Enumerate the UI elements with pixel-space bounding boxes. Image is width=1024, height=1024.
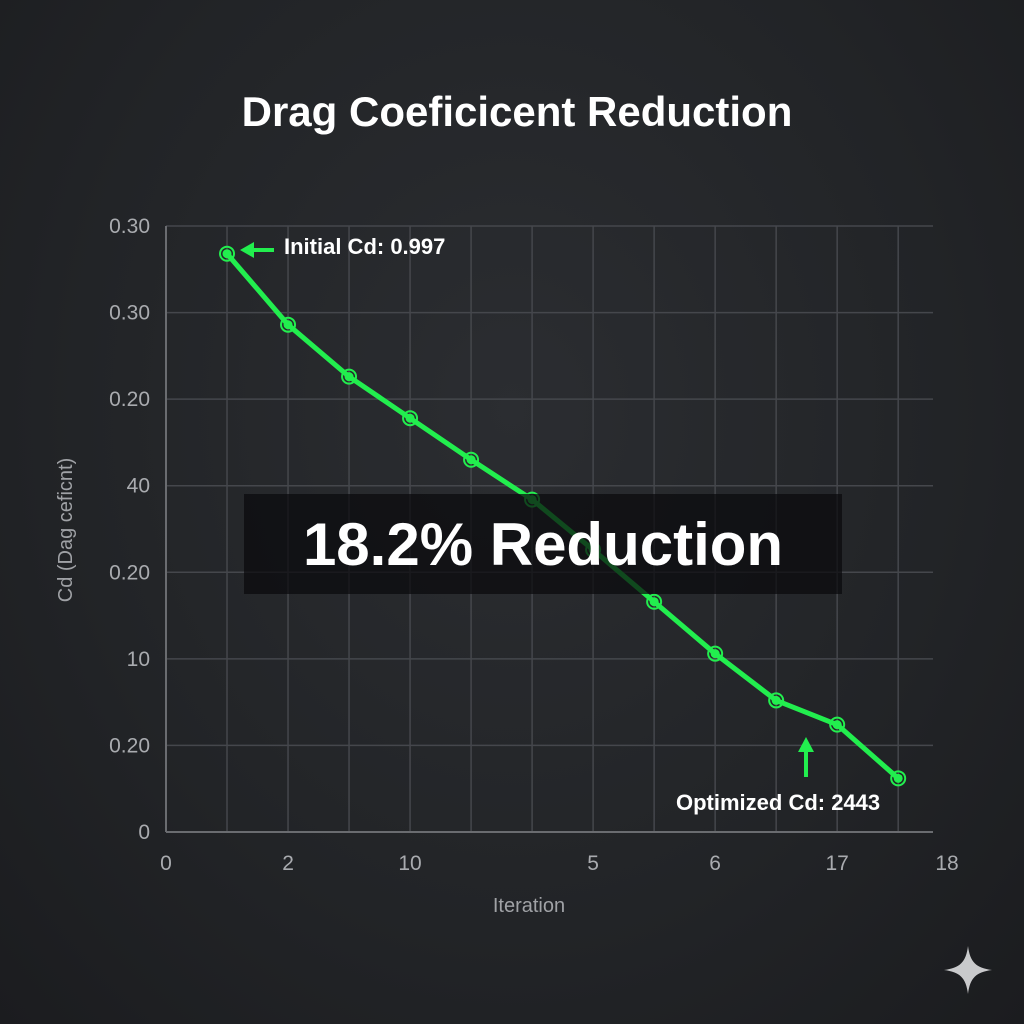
data-point-ring [890, 770, 907, 787]
data-point-ring [219, 245, 236, 262]
y-tick-label: 0.20 [109, 734, 150, 757]
y-ticks: 0.30 0.30 0.20 40 0.20 10 0.20 0 [109, 215, 150, 844]
data-point-ring [463, 451, 480, 468]
data-point [283, 320, 293, 330]
data-point [405, 413, 415, 423]
initial-annotation: Initial Cd: 0.997 [284, 234, 445, 259]
data-point [466, 455, 476, 465]
x-axis-label: Iteration [493, 895, 565, 917]
y-tick-label: 0.20 [109, 388, 150, 411]
initial-arrow-icon [240, 242, 274, 258]
data-point [771, 695, 781, 705]
x-tick-label: 10 [398, 852, 421, 875]
y-tick-label: 0.30 [109, 302, 150, 325]
x-tick-label: 18 [935, 852, 958, 875]
optimized-annotation: Optimized Cd: 2443 [676, 790, 880, 815]
data-point [893, 773, 903, 783]
y-tick-label: 10 [127, 648, 150, 671]
x-tick-label: 17 [825, 852, 848, 875]
y-axis-label: Cd (Dag ceficnt) [55, 458, 77, 603]
data-point-ring [341, 368, 358, 385]
data-point-ring [402, 410, 419, 427]
x-tick-label: 0 [160, 852, 172, 875]
data-point [344, 372, 354, 382]
data-point [710, 649, 720, 659]
optimized-arrow-icon [798, 737, 814, 777]
data-point [649, 597, 659, 607]
data-point-ring [829, 716, 846, 733]
x-tick-label: 5 [587, 852, 599, 875]
x-ticks: 0 2 10 5 6 17 18 [160, 852, 959, 875]
data-point-ring [280, 316, 297, 333]
y-tick-label: 40 [127, 475, 150, 498]
data-point [222, 249, 232, 259]
sparkle-icon [944, 946, 992, 994]
data-point-ring [768, 692, 785, 709]
x-tick-label: 2 [282, 852, 294, 875]
x-tick-label: 6 [709, 852, 721, 875]
data-point-ring [707, 645, 724, 662]
chart-title: Drag Coeficicent Reduction [241, 88, 793, 135]
reduction-banner: 18.2% Reduction [244, 494, 842, 594]
y-tick-label: 0.30 [109, 215, 150, 238]
data-point [832, 720, 842, 730]
y-tick-label: 0 [138, 821, 150, 844]
data-point-ring [646, 593, 663, 610]
y-tick-label: 0.20 [109, 561, 150, 584]
